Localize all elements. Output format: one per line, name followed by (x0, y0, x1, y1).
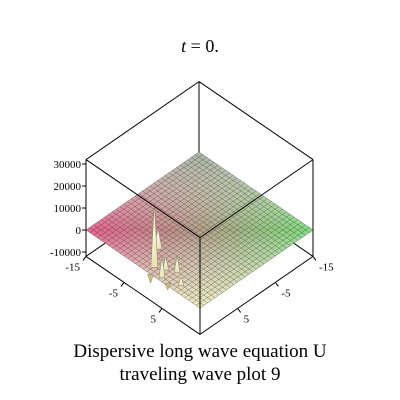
box-edge (198, 81, 314, 161)
mesh-line (199, 229, 314, 309)
mesh-line (196, 227, 310, 306)
box-edge (85, 159, 201, 239)
dip (164, 283, 172, 291)
mesh-line (184, 219, 298, 298)
spike (162, 256, 170, 271)
mesh-line (100, 219, 216, 298)
surface-spikes (147, 204, 185, 291)
y-tick (158, 308, 163, 313)
spike (177, 276, 185, 286)
spike (173, 256, 181, 273)
bounding-box-front (85, 159, 314, 335)
caption-line-2: traveling wave plot 9 (119, 364, 281, 385)
x-tick (312, 256, 317, 261)
box-edge (85, 255, 201, 335)
mesh-line (85, 229, 201, 309)
y-axis: -15 -5 5 (65, 256, 163, 325)
z-tick-label: -10000 (50, 247, 82, 259)
z-tick-label: 20000 (54, 181, 82, 193)
y-tick-label: 5 (151, 313, 157, 325)
surface-plot: t = 0. 30000 20000 10000 0 -10000 -15 -5 5 -15… (50, 36, 334, 356)
mesh-line (93, 224, 208, 303)
surface (85, 151, 314, 309)
mesh-line (89, 227, 204, 306)
box-edge (199, 255, 314, 335)
y-tick (82, 256, 87, 261)
chart-title: t = 0. (181, 36, 219, 56)
spike (150, 204, 159, 268)
x-tick-label: 5 (244, 313, 250, 325)
dip (147, 273, 154, 284)
caption-line-1: Dispersive long wave equation U (73, 341, 327, 362)
x-tick-label: -15 (319, 261, 334, 273)
z-axis: 30000 20000 10000 0 -10000 (50, 159, 86, 259)
x-tick-label: -5 (281, 287, 291, 299)
y-tick-label: -5 (109, 287, 119, 299)
z-tick-label: 10000 (54, 203, 82, 215)
box-edge (85, 81, 200, 161)
y-tick-label: -15 (65, 261, 80, 273)
mesh-line (192, 224, 306, 303)
x-tick (274, 282, 279, 287)
y-tick (120, 282, 125, 287)
box-edge (199, 159, 314, 239)
z-tick-label: 0 (76, 225, 82, 237)
z-tick-label: 30000 (54, 159, 82, 171)
spike (158, 256, 166, 279)
mesh-line (188, 222, 302, 301)
x-tick (237, 308, 242, 313)
